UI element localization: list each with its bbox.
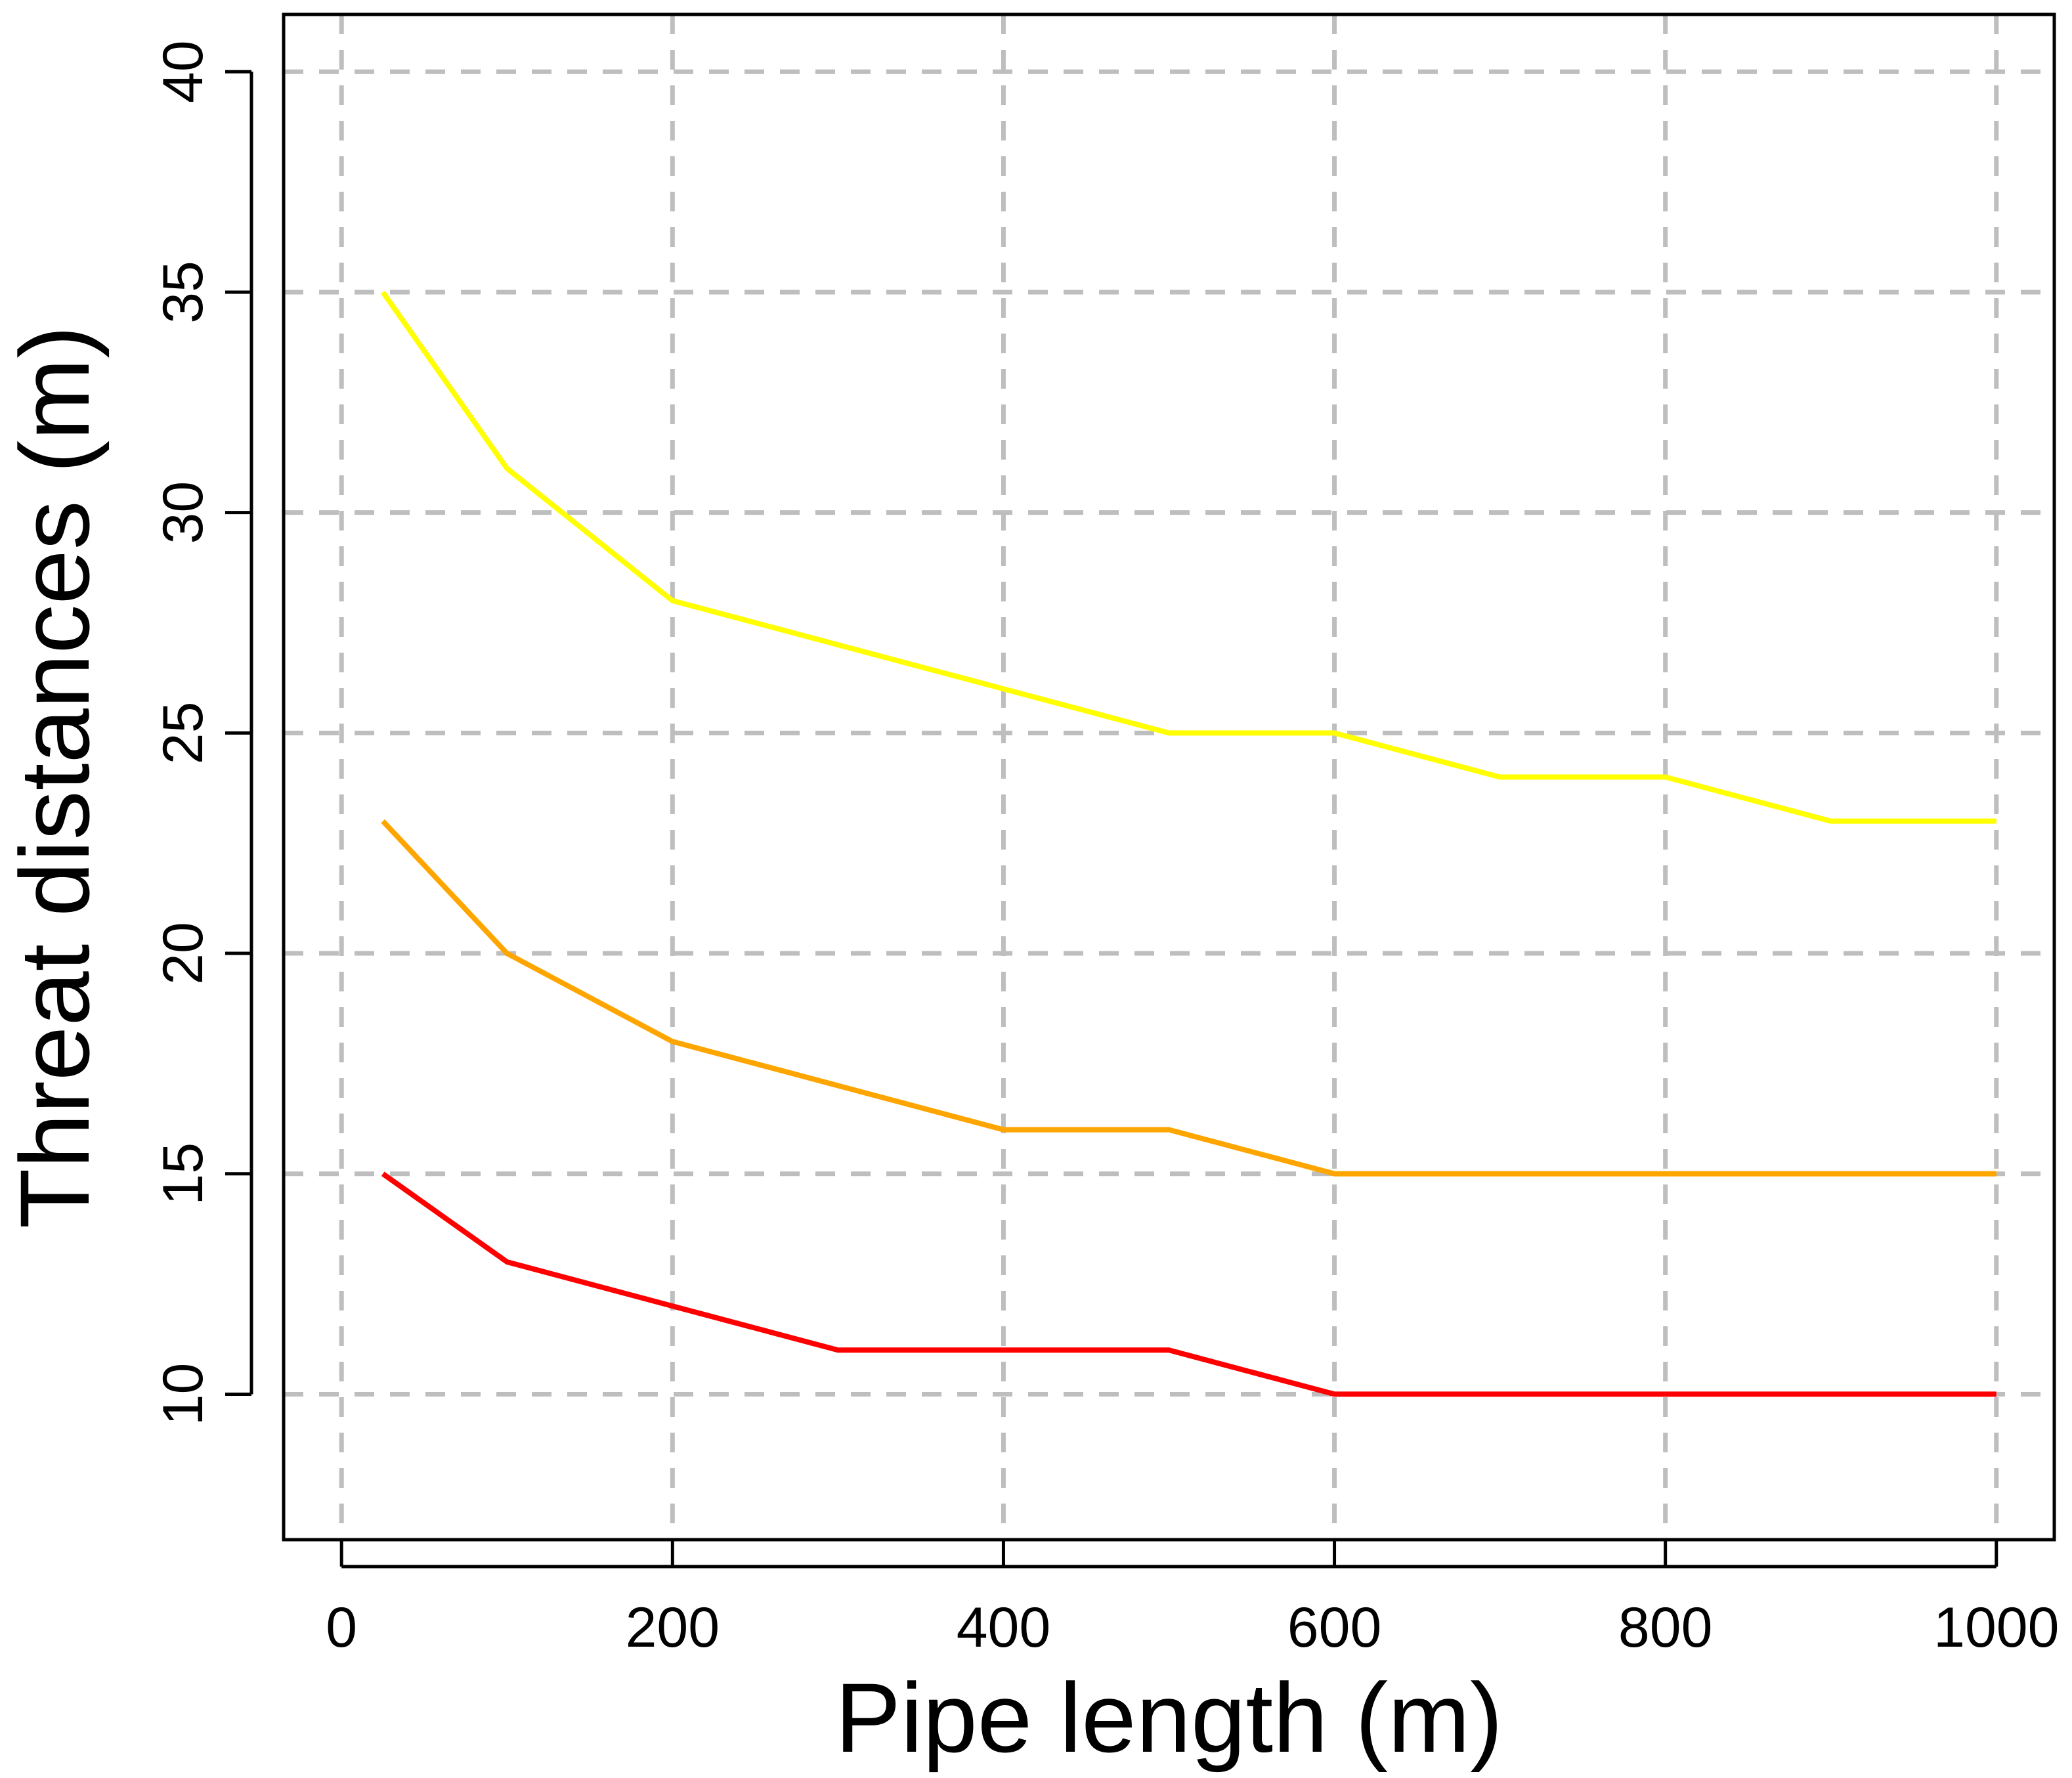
- y-axis: 10 15 20 25 30 35 40: [152, 40, 253, 1426]
- series-line-1: [381, 819, 1996, 1177]
- plot-frame: [282, 12, 2056, 1542]
- y-tick-label-1: 15: [152, 1142, 215, 1205]
- series-line-0: [380, 290, 1996, 824]
- y-tick-label-6: 40: [152, 40, 215, 103]
- y-tick-label-3: 25: [152, 702, 215, 765]
- series-lines: [380, 290, 1996, 1397]
- x-tick-label-2: 400: [957, 1596, 1051, 1659]
- x-axis-title: Pipe length (m): [835, 1662, 1503, 1773]
- x-tick-label-0: 0: [326, 1596, 357, 1659]
- x-tick-label-3: 600: [1287, 1596, 1382, 1659]
- x-tick-label-1: 200: [626, 1596, 720, 1659]
- x-axis: 0 200 400 600 800 1000: [326, 1540, 2059, 1659]
- x-tick-label-4: 800: [1618, 1596, 1713, 1659]
- y-tick-label-0: 10: [152, 1363, 215, 1426]
- x-tick-label-5: 1000: [1933, 1596, 2059, 1659]
- y-tick-label-2: 20: [152, 922, 215, 985]
- y-tick-label-4: 30: [152, 481, 215, 544]
- grid: [284, 14, 2054, 1540]
- series-line-2: [381, 1171, 1996, 1397]
- y-tick-label-5: 35: [152, 261, 215, 324]
- y-axis-title: Threat distances (m): [0, 326, 110, 1228]
